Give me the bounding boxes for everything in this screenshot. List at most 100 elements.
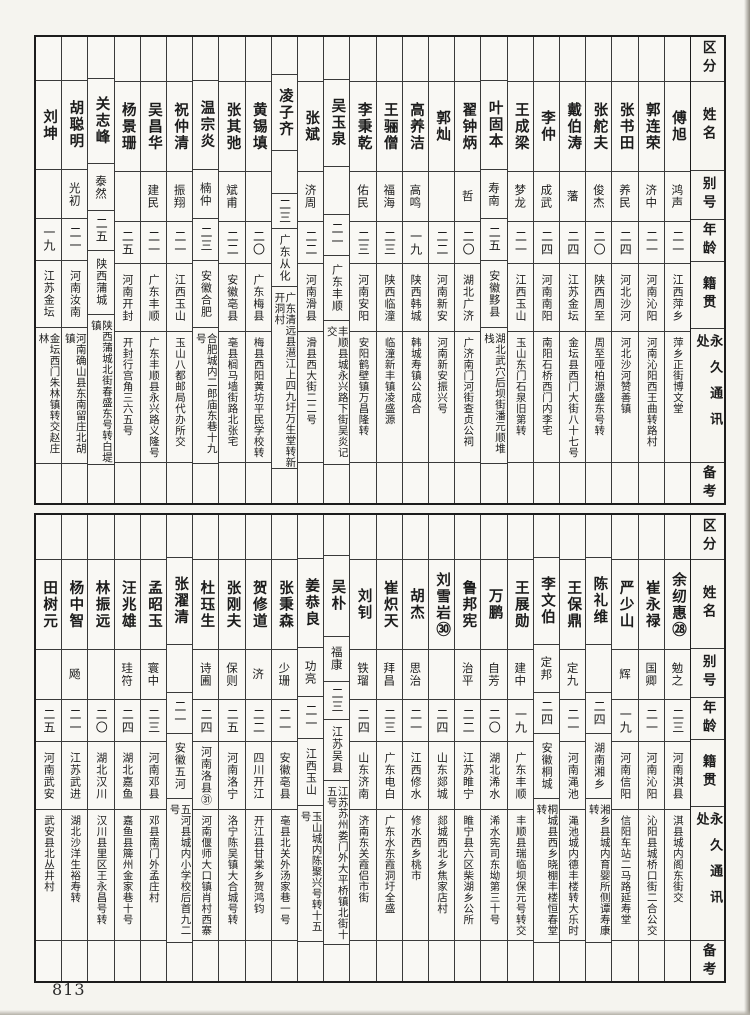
person-column: 王展勋 建中 一九 广东丰顺 丰顺县瑞临坝保元号转交 bbox=[506, 515, 533, 981]
address-cell: 丰顺县瑞临坝保元号转交 bbox=[507, 810, 533, 941]
origin-text: 江西修水 bbox=[409, 751, 423, 800]
age-cell: 二三 bbox=[376, 222, 402, 264]
remarks-cell bbox=[612, 463, 637, 503]
name-cell: 万鹏 bbox=[481, 560, 507, 650]
name-text: 吴昌华 bbox=[145, 101, 162, 152]
name-text: 余纫惠㉘ bbox=[670, 571, 686, 638]
header-name-text: 姓名 bbox=[699, 107, 716, 145]
name-text: 林振远 bbox=[93, 579, 110, 630]
alias-text: 济中 bbox=[644, 184, 659, 209]
header-age-text: 年龄 bbox=[699, 699, 716, 737]
person-column: 余纫惠㉘ 勉之 二三 河南淇县 淇县城内阁东街交 bbox=[663, 515, 690, 981]
age-cell: 二〇 bbox=[245, 222, 271, 264]
name-cell: 林振远 bbox=[88, 560, 114, 650]
name-text: 黄锡填 bbox=[250, 101, 267, 152]
address-cell: 玉山城内陈聚兴号转十五号 bbox=[297, 806, 324, 942]
age-cell: 二二 bbox=[455, 700, 481, 742]
person-column: 杜珏生 诗圃 二四 河南洛县㉛ 河南偃师大口镇肖村西寨 bbox=[192, 515, 219, 981]
age-cell: 二三 bbox=[193, 219, 219, 261]
alias-text: 济周 bbox=[303, 184, 318, 209]
name-text: 胡聪明 bbox=[67, 100, 84, 150]
age-cell: 二〇 bbox=[586, 222, 612, 264]
address-cell: 亳县北关外汤家巷一号 bbox=[271, 810, 297, 941]
alias-cell: 哲 bbox=[455, 172, 481, 222]
address-text: 湖北沙洋生裕寿转 bbox=[69, 815, 82, 903]
address-cell: 济南东关霞侣市街 bbox=[350, 810, 376, 941]
origin-text: 江苏武进 bbox=[68, 751, 82, 800]
category-cell bbox=[193, 515, 219, 560]
category-cell bbox=[402, 37, 428, 82]
category-cell bbox=[533, 37, 559, 82]
alias-cell: 藩 bbox=[559, 172, 586, 222]
origin-text: 河南信阳 bbox=[618, 751, 632, 800]
name-text: 张舵夫 bbox=[591, 101, 608, 152]
origin-cell: 河北沙河 bbox=[612, 264, 638, 332]
address-text: 临潼新丰镇凌盛源 bbox=[383, 337, 396, 425]
address-cell: 河南新安振兴号 bbox=[428, 332, 455, 463]
age-cell: 二五 bbox=[481, 219, 507, 261]
origin-cell: 河南南阳 bbox=[533, 264, 559, 332]
header-age-cell: 年龄 bbox=[691, 698, 724, 740]
person-column: 刘雪岩㉚ 二四 山东郯城 郯城西北乡焦家店村 bbox=[427, 515, 455, 981]
header-age-cell: 年龄 bbox=[691, 220, 724, 262]
alias-cell bbox=[428, 650, 455, 700]
person-column: 陈礼维 二四 湖南湘乡 湘乡县城内育婴所侧谭寿康转 bbox=[585, 515, 612, 981]
name-cell: 杜珏生 bbox=[193, 560, 219, 650]
scan-edge-shadow-bottom bbox=[0, 1010, 750, 1015]
origin-text: 河南武安 bbox=[42, 751, 56, 800]
name-cell: 李秉乾 bbox=[350, 82, 376, 172]
age-text: 二二 bbox=[461, 707, 476, 734]
age-cell: 二二 bbox=[428, 222, 455, 264]
header-remarks-cell: 备考 bbox=[691, 941, 724, 981]
alias-text: 飏 bbox=[67, 668, 82, 681]
age-text: 二一 bbox=[330, 221, 345, 248]
name-cell: 汪兆雄 bbox=[114, 560, 140, 650]
category-cell bbox=[664, 515, 690, 560]
origin-text: 广东丰顺 bbox=[330, 263, 344, 312]
origin-cell: 湖北汉川 bbox=[88, 742, 114, 810]
category-cell bbox=[140, 515, 166, 560]
category-cell bbox=[324, 37, 350, 81]
alias-text: 佑民 bbox=[355, 184, 370, 209]
address-cell: 周至哑柏源盛东号转 bbox=[586, 332, 612, 463]
person-column: 姜恭良 功亮 二一 江西玉山 玉山城内陈聚兴号转十五号 bbox=[296, 515, 324, 981]
age-text: 二三 bbox=[670, 707, 685, 734]
alias-text: 俊杰 bbox=[591, 184, 606, 209]
remarks-cell bbox=[219, 463, 244, 503]
name-cell: 吴昌华 bbox=[140, 82, 166, 172]
header-category-cell: 区分 bbox=[691, 37, 724, 82]
person-column: 祝仲清 振翔 二一 江西玉山 玉山八都邮局代办所交 bbox=[165, 37, 193, 503]
alias-text: 斌甫 bbox=[224, 184, 239, 209]
address-text: 梅县西阳黄坊平民学校转 bbox=[252, 337, 265, 458]
address-text: 郯城西北乡焦家店村 bbox=[436, 815, 449, 914]
origin-text: 山东郯城 bbox=[435, 751, 449, 800]
person-column: 贺修道济二二 四川开江 开江县甘棠乡贺鸿钧 bbox=[244, 515, 271, 981]
age-cell: 二四 bbox=[428, 700, 455, 742]
age-text: 二二 bbox=[303, 229, 318, 256]
address-cell: 湘乡县城内育婴所侧谭寿康转 bbox=[586, 799, 612, 943]
name-cell: 崔炽天 bbox=[376, 560, 402, 650]
origin-text: 陕西韩城 bbox=[409, 273, 423, 322]
age-cell: 二四 bbox=[533, 693, 559, 734]
name-text: 姜恭良 bbox=[303, 578, 320, 628]
remarks-cell bbox=[115, 463, 140, 503]
category-cell bbox=[455, 37, 481, 82]
origin-text: 河南新安 bbox=[435, 273, 449, 322]
origin-cell: 江西修水 bbox=[402, 742, 428, 810]
remarks-cell bbox=[324, 465, 349, 503]
origin-text: 河南开封 bbox=[120, 273, 134, 322]
address-text: 河南确山县东南留庄北胡镇 bbox=[63, 332, 87, 454]
name-cell: 张其弛 bbox=[219, 82, 245, 172]
age-text: 一九 bbox=[408, 229, 423, 256]
address-text: 河南偃师大口镇肖村西寨 bbox=[200, 815, 213, 936]
name-text: 王保鼎 bbox=[565, 579, 582, 630]
address-cell: 临潼新丰镇凌盛源 bbox=[376, 332, 402, 463]
category-cell bbox=[297, 515, 324, 560]
address-text: 广东水东霞洞圩全盛 bbox=[383, 815, 396, 914]
name-cell: 李文伯 bbox=[533, 558, 559, 645]
name-cell: 王保鼎 bbox=[559, 560, 586, 650]
category-cell bbox=[428, 37, 455, 82]
remarks-cell bbox=[141, 463, 166, 503]
address-cell: 河南偃师大口镇肖村西寨 bbox=[193, 810, 219, 941]
age-text: 二四 bbox=[356, 707, 371, 734]
